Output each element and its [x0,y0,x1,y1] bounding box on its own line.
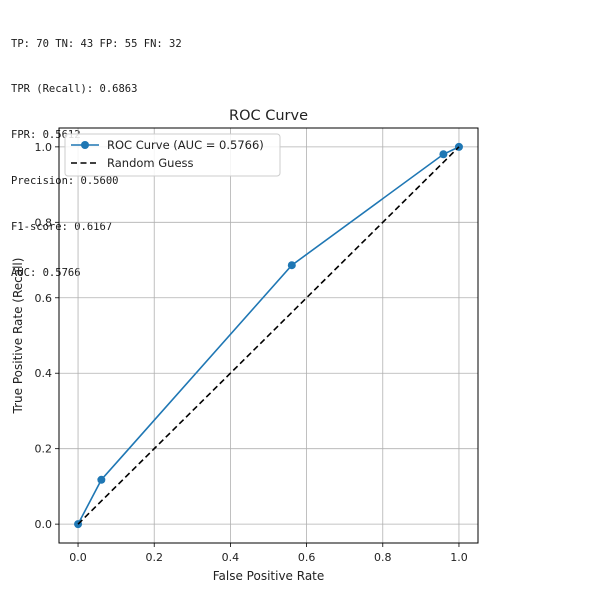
x-tick-label: 0.4 [222,551,240,564]
y-tick-label: 0.0 [35,518,53,531]
metrics-output: TP: 70 TN: 43 FP: 55 FN: 32 TPR (Recall)… [11,6,182,297]
metrics-line-confusion: TP: 70 TN: 43 FP: 55 FN: 32 [11,37,182,50]
series-line-1 [77,146,460,525]
chart-title: ROC Curve [229,108,308,124]
series-layer [74,142,463,529]
y-tick-label: 1.0 [35,141,53,154]
legend-box [64,133,281,177]
x-tick-label: 0.6 [298,551,316,564]
series-point-0 [97,475,106,484]
metrics-line-tpr: TPR (Recall): 0.6863 [11,83,138,96]
legend-label-0: ROC Curve (AUC = 0.5766) [107,138,264,152]
y-tick-label: 0.8 [35,216,53,229]
metrics-line-f1: F1-score: 0.6167 [11,221,113,234]
series-point-0 [439,150,448,159]
legend-marker-0 [81,141,89,149]
tick-layer: 0.0 0.2 0.4 0.6 0.8 1.0 0.0 0.2 0.4 0.6 0.8 1.0 [35,141,468,564]
x-tick-label: 0.8 [374,551,392,564]
metrics-line-precision: Precision: 0.5600 [11,175,119,188]
metrics-line-auc: AUC: 0.5766 [11,267,81,280]
x-tick-label: 1.0 [450,551,468,564]
y-tick-label: 0.6 [35,292,53,305]
x-tick-label: 0.2 [145,551,163,564]
series-point-0 [287,261,296,270]
y-axis-label: True Positive Rate (Recall) [11,258,25,415]
y-tick-label: 0.2 [35,443,53,456]
legend: ROC Curve (AUC = 0.5766) Random Guess [64,133,281,177]
plot-frame [58,127,479,544]
x-axis-label: False Positive Rate [213,569,325,583]
legend-label-1: Random Guess [107,156,194,170]
x-tick-label: 0.0 [69,551,87,564]
y-tick-label: 0.4 [35,367,53,380]
